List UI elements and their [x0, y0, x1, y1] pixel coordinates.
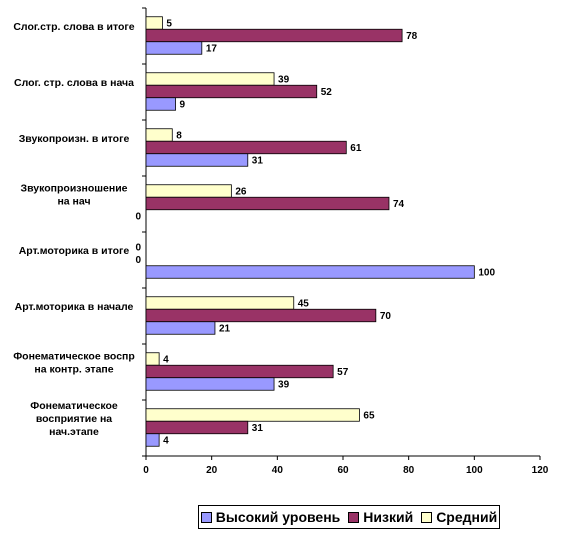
bar — [145, 352, 160, 366]
legend-label: Высокий уровень — [215, 509, 341, 525]
x-tick-label: 20 — [206, 465, 218, 476]
bar — [145, 28, 403, 43]
bar — [145, 140, 347, 155]
bar — [145, 408, 360, 422]
data-label: 39 — [278, 75, 290, 86]
legend-item: Средний — [421, 509, 497, 525]
bar — [145, 420, 249, 435]
category-label: Звукопроизношение — [21, 183, 128, 195]
category-label: восприятие на — [36, 413, 112, 425]
data-label: 31 — [252, 156, 264, 167]
legend-label: Средний — [436, 509, 498, 525]
bar — [145, 321, 216, 335]
data-label: 52 — [321, 87, 333, 98]
bar — [145, 364, 334, 379]
category-label: нач.этапе — [49, 426, 99, 438]
x-tick-label: 60 — [337, 465, 349, 476]
category-label: Слог.стр. слова в итоге — [13, 21, 134, 33]
data-label: 21 — [219, 324, 231, 335]
bar — [145, 377, 275, 391]
data-label: 26 — [235, 187, 247, 198]
chart-legend: Высокий уровень Низкий Средний — [198, 505, 500, 529]
legend-swatch — [421, 511, 433, 523]
category-label: Фонематическое — [30, 400, 118, 412]
data-label: 4 — [163, 436, 169, 447]
data-label: 0 — [135, 243, 141, 254]
x-tick-label: 80 — [403, 465, 415, 476]
data-label: 65 — [363, 411, 375, 422]
bar — [145, 184, 232, 198]
data-label: 57 — [337, 367, 349, 378]
x-tick-label: 120 — [532, 465, 549, 476]
data-label: 17 — [206, 44, 218, 55]
data-label: 31 — [252, 423, 264, 434]
bar — [145, 308, 377, 323]
data-label: 4 — [163, 355, 169, 366]
category-label: Слог. стр. слова в нача — [14, 77, 134, 89]
data-label: 8 — [176, 131, 182, 142]
data-label: 5 — [166, 19, 172, 30]
data-label: 45 — [298, 299, 310, 310]
data-label: 78 — [406, 31, 418, 42]
category-label: Звукопроизн. в итоге — [19, 133, 130, 145]
bar — [145, 128, 173, 142]
x-tick-label: 40 — [272, 465, 284, 476]
data-label: 70 — [380, 311, 392, 322]
category-label: на нач — [57, 196, 90, 208]
data-label: 0 — [135, 255, 141, 266]
bar — [145, 84, 318, 99]
legend-item: Низкий — [348, 509, 413, 525]
legend-swatch — [200, 511, 212, 523]
bar — [145, 72, 275, 86]
legend-item: Высокий уровень — [200, 509, 341, 525]
data-label: 0 — [135, 212, 141, 223]
legend-swatch — [348, 511, 360, 523]
x-tick-label: 0 — [143, 465, 149, 476]
bar — [145, 153, 249, 167]
data-label: 9 — [180, 100, 186, 111]
bar — [145, 41, 203, 55]
category-label: Арт.моторика в начале — [15, 301, 134, 313]
category-label: Арт.моторика в итоге — [19, 245, 130, 257]
bar — [145, 296, 295, 310]
data-label: 74 — [393, 199, 405, 210]
data-label: 61 — [350, 143, 362, 154]
bar — [145, 16, 163, 30]
category-label: на контр. этапе — [34, 364, 113, 376]
bar — [145, 196, 390, 211]
legend-label: Низкий — [363, 509, 414, 525]
bar — [145, 265, 475, 279]
x-tick-label: 100 — [466, 465, 483, 476]
data-label: 39 — [278, 380, 290, 391]
bar — [145, 433, 160, 447]
bar — [145, 97, 176, 111]
data-label: 100 — [478, 268, 495, 279]
category-label: Фонематическое воспр — [13, 351, 135, 363]
